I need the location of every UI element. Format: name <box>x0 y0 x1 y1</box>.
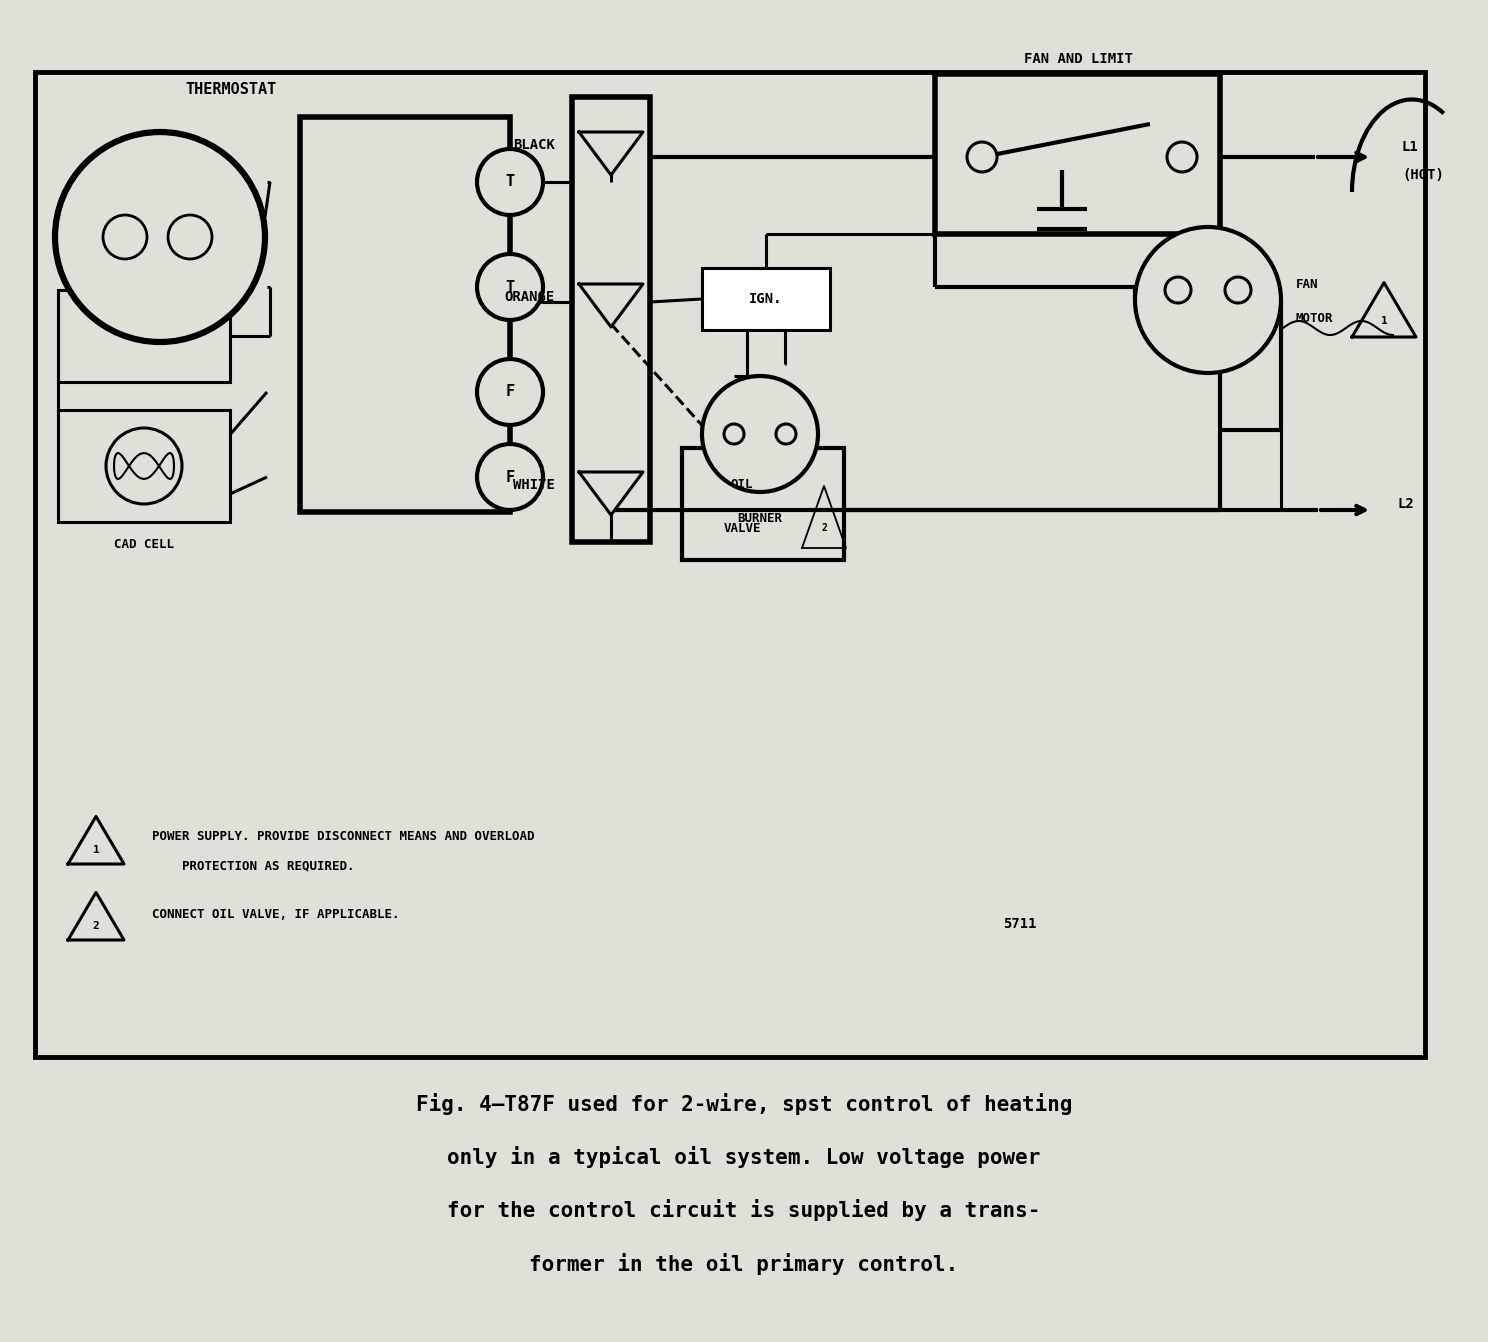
Text: former in the oil primary control.: former in the oil primary control. <box>530 1253 958 1275</box>
Circle shape <box>967 142 997 172</box>
Circle shape <box>106 428 182 505</box>
Circle shape <box>103 215 147 259</box>
Bar <box>36 72 1426 1057</box>
Text: CONNECT OIL VALVE, IF APPLICABLE.: CONNECT OIL VALVE, IF APPLICABLE. <box>152 907 399 921</box>
Text: Fig. 4–T87F used for 2-wire, spst control of heating: Fig. 4–T87F used for 2-wire, spst contro… <box>415 1092 1073 1115</box>
Circle shape <box>1167 142 1196 172</box>
Bar <box>682 448 844 560</box>
Text: for the control circuit is supplied by a trans-: for the control circuit is supplied by a… <box>448 1198 1040 1221</box>
Text: BURNER: BURNER <box>738 513 783 526</box>
Circle shape <box>478 254 543 319</box>
Bar <box>58 411 231 522</box>
Text: OIL: OIL <box>731 479 753 491</box>
Text: MOTOR: MOTOR <box>1296 311 1333 325</box>
Circle shape <box>1135 227 1281 373</box>
Text: CAD CELL: CAD CELL <box>115 538 174 550</box>
Circle shape <box>55 132 265 342</box>
Polygon shape <box>579 132 643 174</box>
Circle shape <box>777 424 796 444</box>
Bar <box>571 97 650 542</box>
Bar <box>934 74 1220 234</box>
Text: 2: 2 <box>821 523 827 533</box>
Text: L1: L1 <box>1402 140 1418 154</box>
Text: IGN.: IGN. <box>750 293 783 306</box>
Text: BLACK: BLACK <box>513 138 555 152</box>
Text: only in a typical oil system. Low voltage power: only in a typical oil system. Low voltag… <box>448 1146 1040 1168</box>
Text: 1: 1 <box>92 845 100 855</box>
Text: (HOT): (HOT) <box>1402 168 1443 183</box>
Circle shape <box>478 444 543 510</box>
Circle shape <box>478 360 543 425</box>
Bar <box>301 117 510 513</box>
Circle shape <box>1225 276 1251 303</box>
Circle shape <box>725 424 744 444</box>
Circle shape <box>702 376 818 493</box>
Text: PROTECTION AS REQUIRED.: PROTECTION AS REQUIRED. <box>152 859 354 872</box>
Text: F: F <box>506 385 515 400</box>
Text: 5711: 5711 <box>1003 917 1037 931</box>
Text: FAN AND LIMIT: FAN AND LIMIT <box>1024 52 1132 66</box>
Text: 2: 2 <box>92 921 100 931</box>
Bar <box>58 290 231 382</box>
Bar <box>702 268 830 330</box>
Polygon shape <box>579 472 643 515</box>
Text: POWER SUPPLY. PROVIDE DISCONNECT MEANS AND OVERLOAD: POWER SUPPLY. PROVIDE DISCONNECT MEANS A… <box>152 829 534 843</box>
Text: THERMOSTAT: THERMOSTAT <box>185 82 277 98</box>
Polygon shape <box>579 285 643 327</box>
Circle shape <box>168 215 211 259</box>
Text: F: F <box>506 470 515 484</box>
Circle shape <box>478 149 543 215</box>
Text: WHITE: WHITE <box>513 478 555 493</box>
Text: VALVE: VALVE <box>723 522 760 535</box>
Text: ORANGE: ORANGE <box>504 290 555 305</box>
Circle shape <box>1165 276 1190 303</box>
Text: L2: L2 <box>1399 497 1415 511</box>
Text: FAN: FAN <box>1296 279 1318 291</box>
Text: 1: 1 <box>1381 315 1387 326</box>
Text: T: T <box>506 279 515 294</box>
Text: T: T <box>506 174 515 189</box>
